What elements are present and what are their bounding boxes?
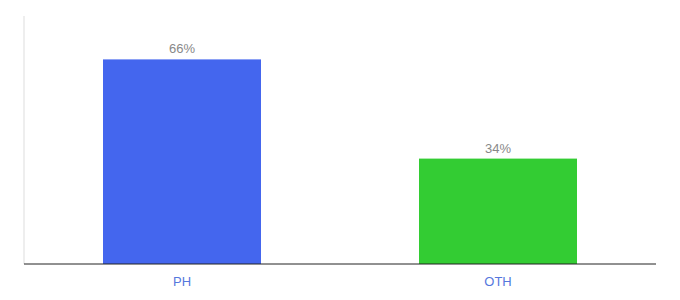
data-label: 66% [169,41,195,56]
chart-container: 66% 34% PH OTH [0,0,680,300]
bar [419,159,577,264]
bar [103,59,261,264]
x-axis-line [24,264,656,265]
x-tick-label: PH [173,274,191,289]
data-label: 34% [485,141,511,156]
x-tick-label: OTH [484,274,511,289]
y-range-line [24,16,25,264]
bars [103,59,577,264]
chart-svg: 66% 34% PH OTH [0,0,680,300]
